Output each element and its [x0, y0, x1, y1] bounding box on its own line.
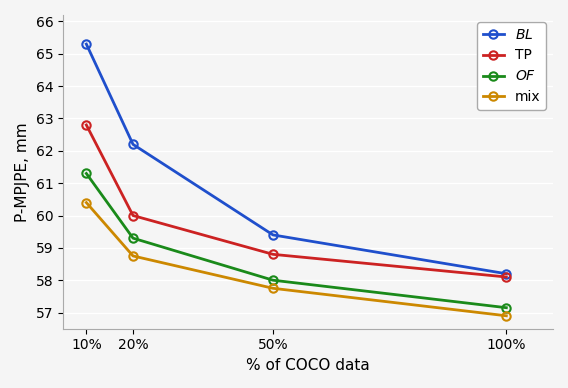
X-axis label: % of COCO data: % of COCO data [246, 358, 370, 373]
$OF$ [130, 236, 136, 241]
Legend: $BL$, TP, $OF$, mix: $BL$, TP, $OF$, mix [477, 22, 546, 110]
Line: mix: mix [82, 198, 511, 320]
mix [130, 254, 136, 258]
TP [83, 123, 90, 127]
$OF$ [83, 171, 90, 176]
mix [270, 286, 277, 291]
Line: TP: TP [82, 121, 511, 281]
$OF$ [270, 278, 277, 282]
Line: $BL$: $BL$ [82, 40, 511, 278]
$BL$ [130, 142, 136, 147]
mix [503, 314, 509, 318]
mix [83, 200, 90, 205]
TP [130, 213, 136, 218]
$BL$ [503, 272, 509, 276]
TP [503, 275, 509, 279]
Y-axis label: P-MPJPE, mm: P-MPJPE, mm [15, 122, 30, 222]
$BL$ [270, 232, 277, 237]
Line: $OF$: $OF$ [82, 169, 511, 312]
$BL$ [83, 42, 90, 47]
$OF$ [503, 305, 509, 310]
TP [270, 252, 277, 257]
